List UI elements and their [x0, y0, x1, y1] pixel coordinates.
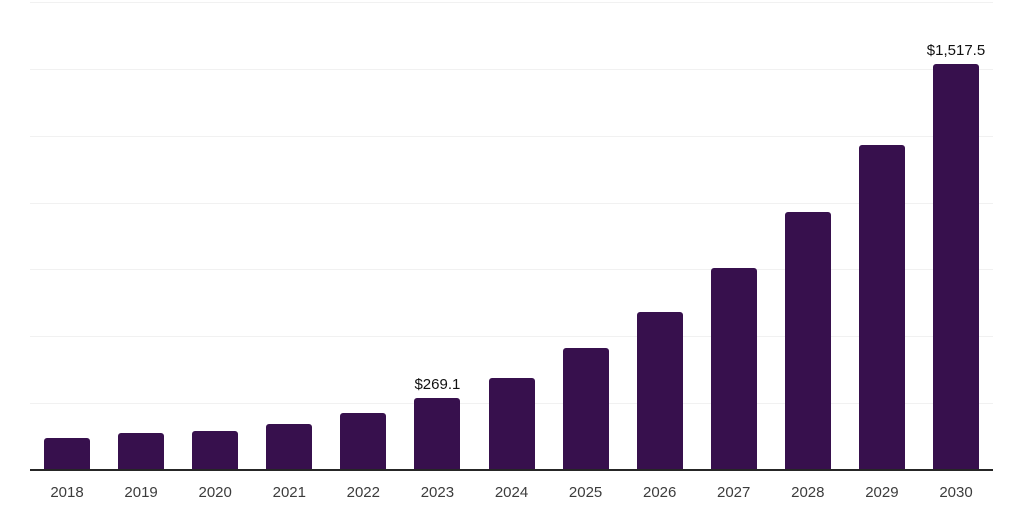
gridline	[30, 2, 993, 3]
x-tick-label-2018: 2018	[50, 484, 84, 501]
bar-2022	[340, 412, 387, 470]
x-tick-label-2029: 2029	[865, 484, 899, 501]
gridline	[30, 68, 993, 70]
bar-2023	[414, 398, 461, 470]
data-label-2023: $269.1	[414, 376, 461, 393]
x-tick-label-2020: 2020	[198, 484, 232, 501]
gridline	[30, 202, 993, 204]
bar-2027	[710, 267, 757, 470]
x-axis-line	[30, 469, 993, 471]
x-tick-label-2022: 2022	[346, 484, 380, 501]
x-tick-label-2024: 2024	[494, 484, 529, 501]
x-tick-label-2023: 2023	[420, 484, 455, 501]
bar-2020	[192, 431, 239, 470]
bar-2029	[858, 145, 905, 470]
bar-2026	[636, 311, 683, 470]
bar-2024	[488, 377, 535, 470]
x-tick-label-2030: 2030	[939, 484, 973, 501]
gridline	[30, 269, 993, 271]
gridline	[30, 135, 993, 137]
bar-2028	[784, 211, 831, 470]
x-tick-label-2025: 2025	[568, 484, 603, 501]
x-tick-label-2021: 2021	[272, 484, 306, 501]
x-tick-label-2026: 2026	[643, 484, 677, 501]
x-tick-label-2027: 2027	[717, 484, 751, 501]
x-tick-label-2019: 2019	[124, 484, 158, 501]
bar-2019	[118, 433, 165, 470]
bar-2030	[933, 64, 979, 470]
bar-2025	[562, 348, 609, 470]
gridline	[30, 336, 993, 338]
bar-2021	[266, 424, 313, 470]
bar-2018	[44, 438, 90, 470]
data-label-2030: $1,517.5	[926, 42, 986, 60]
x-tick-label-2028: 2028	[791, 484, 825, 501]
